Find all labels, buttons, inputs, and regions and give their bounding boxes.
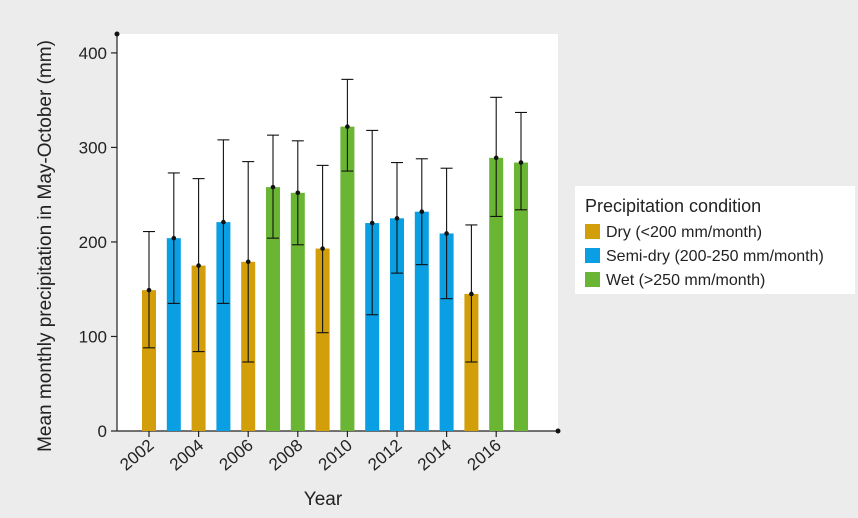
mean-point-2003 [171,235,177,241]
mean-point-2010 [345,124,350,129]
error-bar-group [143,78,527,363]
bar-2017 [514,162,528,432]
mean-point-2002 [146,287,152,293]
x-axis-title: Year [304,489,343,510]
bar-2007 [266,187,280,431]
legend-label-wet: Wet (>250 mm/month) [606,272,765,289]
x-tick-label: 2012 [364,436,405,475]
y-tick-label: 400 [79,44,107,63]
y-tick-label: 200 [79,233,107,252]
plot-panel [117,34,558,431]
bar-2011 [365,223,380,431]
mean-point-2008 [295,190,301,196]
legend-entries: Dry (<200 mm/month) Semi-dry (200-250 mm/… [585,224,824,289]
x-tick-label: 2016 [464,436,505,475]
mean-point-2012 [394,216,400,221]
x-tick-label: 2004 [166,436,207,475]
mean-point-2015 [469,291,474,297]
x-tick-label: 2014 [414,436,455,475]
bar-2013 [414,211,429,431]
mean-point-2014 [444,231,449,236]
x-tick-label: 2008 [265,436,306,475]
x-axis: 2002 2004 2006 2008 2010 2012 2014 2016 [116,428,561,475]
mean-point-2016 [493,155,499,161]
y-tick-label: 0 [98,422,107,441]
mean-point-2011 [369,220,375,226]
legend: Precipitation condition Dry (<200 mm/mon… [575,186,855,294]
bar-group [142,126,528,432]
bar-2010 [340,126,355,431]
y-axis-title: Mean monthly precipitation in May-Octobe… [35,40,56,452]
mean-point-2007 [270,184,276,190]
mean-point-2017 [518,160,524,165]
mean-point-2005 [221,219,226,225]
legend-background [575,186,855,294]
legend-label-dry: Dry (<200 mm/month) [606,224,762,241]
legend-title: Precipitation condition [585,196,761,216]
mean-point-2009 [320,246,325,251]
y-tick-label: 300 [79,138,107,157]
y-tick-label: 100 [79,327,107,346]
bar-2009 [315,248,330,431]
mean-point-2004 [196,263,201,268]
mean-point-2013 [419,209,425,215]
bar-2016 [489,157,504,432]
y-axis: 0 100 200 300 400 [79,31,120,441]
bar-2012 [390,218,404,431]
x-tick-label: 2002 [116,436,157,475]
legend-swatch-dry [585,224,600,239]
x-axis-end-dot [555,428,561,434]
bar-2003 [166,238,181,431]
bar-2005 [216,222,231,431]
y-axis-end-dot [114,31,120,37]
legend-swatch-semi_dry [585,248,600,263]
x-tick-label: 2010 [315,436,356,475]
x-tick-label: 2006 [216,436,257,475]
bar-2014 [439,233,454,431]
legend-label-semi_dry: Semi-dry (200-250 mm/month) [606,248,824,265]
legend-swatch-wet [585,272,600,287]
bar-2008 [290,192,305,431]
bar-2002 [142,290,156,431]
mean-point-2006 [245,259,251,265]
